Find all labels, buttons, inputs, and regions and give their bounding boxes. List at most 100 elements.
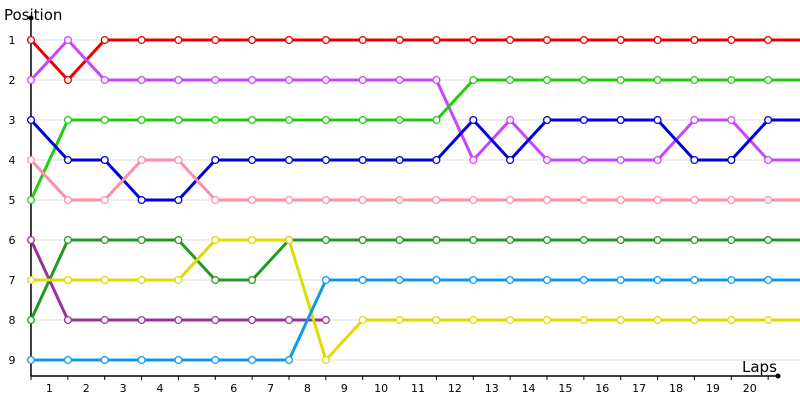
series-1-point	[174, 35, 183, 45]
y-tick-label: 1	[9, 34, 16, 47]
series-8-point	[395, 315, 404, 325]
series-3-point	[469, 75, 478, 85]
series-2-point	[248, 75, 257, 85]
y-tick-label: 3	[9, 114, 16, 127]
series-4-point	[764, 115, 773, 125]
series-1-point	[395, 35, 404, 45]
series-8-point	[690, 315, 699, 325]
series-3-point	[690, 75, 699, 85]
x-tick-label: 8	[304, 382, 311, 395]
series-7-point	[321, 315, 330, 325]
axes: Position Laps	[4, 6, 781, 379]
series-4-point	[727, 155, 736, 165]
y-tick-label: 2	[9, 74, 16, 87]
x-tick-label: 7	[267, 382, 274, 395]
series-2-point	[542, 155, 552, 165]
series-8-point	[506, 315, 515, 325]
series-5-point	[321, 195, 330, 205]
series-5-point	[542, 195, 552, 205]
x-tick-label: 3	[120, 382, 127, 395]
series-2-point	[137, 75, 146, 85]
series-8-point	[137, 275, 146, 285]
series-4-point	[616, 115, 625, 125]
x-tick-label: 2	[83, 382, 90, 395]
series-3-point	[63, 115, 72, 125]
series-6-point	[469, 235, 478, 245]
series-6-point	[579, 235, 588, 245]
series-3-point	[395, 115, 404, 125]
series-1-point	[579, 35, 588, 45]
series-2-point	[690, 115, 699, 125]
series-6-point	[358, 235, 367, 245]
x-tick-label: 4	[156, 382, 163, 395]
series-5-point	[137, 155, 146, 165]
series-5-point	[358, 195, 367, 205]
x-tick-label: 6	[230, 382, 237, 395]
y-tick-label: 7	[9, 274, 16, 287]
series-2-point	[211, 75, 220, 85]
series-3-point	[26, 195, 36, 205]
series-2-point	[395, 75, 404, 85]
series-7-point	[211, 315, 220, 325]
series-8-point	[358, 315, 367, 325]
series-4-point	[211, 155, 220, 165]
series-line-8	[29, 238, 800, 362]
series-2-point	[653, 155, 662, 165]
series-6-point	[63, 235, 72, 245]
series-4-point	[321, 155, 330, 165]
series-1-point	[542, 35, 552, 45]
series-3-point	[616, 75, 625, 85]
series-9-point	[506, 275, 515, 285]
series-2-point	[579, 155, 588, 165]
series-3-point	[653, 75, 662, 85]
series-1-point	[100, 35, 109, 45]
series-6-point	[174, 235, 183, 245]
series-3-point	[542, 75, 552, 85]
series-4-point	[469, 115, 478, 125]
series-5-point	[174, 155, 183, 165]
series-1-point	[506, 35, 515, 45]
series-8-point	[432, 315, 441, 325]
series-5-point	[26, 155, 36, 165]
series-9-point	[63, 355, 72, 365]
series-2-point	[63, 35, 72, 45]
series-9-point	[211, 355, 220, 365]
series-1-point	[321, 35, 330, 45]
series-9-point	[616, 275, 625, 285]
series-6-point	[542, 235, 552, 245]
series-3-point	[284, 115, 294, 125]
axis-ticks: 1122334455667788991234567891011121314151…	[9, 34, 769, 395]
series-4-point	[137, 195, 146, 205]
series-4-point	[63, 155, 72, 165]
series-3-point	[321, 115, 330, 125]
series-5-point	[284, 195, 294, 205]
series-5-point	[100, 195, 109, 205]
series-3-point	[248, 115, 257, 125]
series-4-point	[395, 155, 404, 165]
series-6-point	[26, 315, 36, 325]
series-6-point	[653, 235, 662, 245]
series-1-point	[358, 35, 367, 45]
series-9-point	[26, 355, 36, 365]
series-2-point	[174, 75, 183, 85]
series-line-3	[29, 78, 800, 202]
series-2-point	[26, 75, 36, 85]
series-8-point	[653, 315, 662, 325]
x-tick-label: 18	[669, 382, 683, 395]
series-9-point	[321, 275, 330, 285]
series-3-point	[211, 115, 220, 125]
series-5-point	[395, 195, 404, 205]
series-2-point	[469, 155, 478, 165]
series-6-point	[395, 235, 404, 245]
series-1-point	[63, 75, 72, 85]
series-2-point	[727, 115, 736, 125]
series-5-point	[690, 195, 699, 205]
series-5-point	[616, 195, 625, 205]
series-9-point	[579, 275, 588, 285]
series-1-point	[137, 35, 146, 45]
series-3-point	[358, 115, 367, 125]
x-tick-label: 17	[632, 382, 646, 395]
x-tick-label: 13	[485, 382, 499, 395]
series-7-point	[284, 315, 294, 325]
